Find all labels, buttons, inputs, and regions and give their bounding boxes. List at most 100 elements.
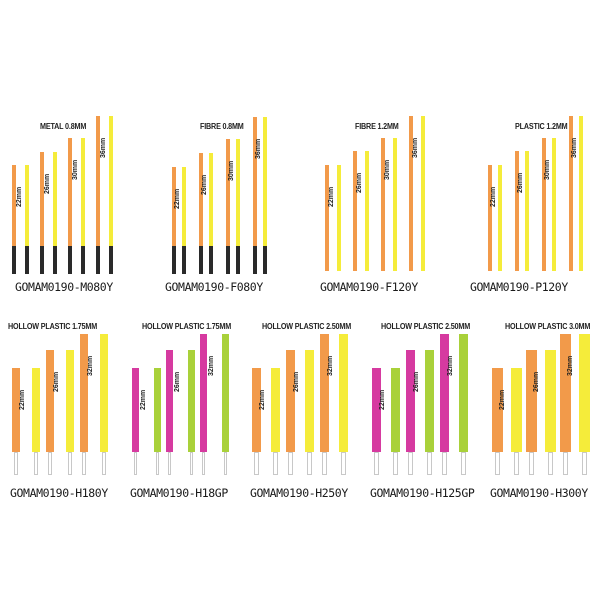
- float-antenna: [40, 152, 44, 274]
- panel-title: HOLLOW PLASTIC 2.50MM: [262, 322, 352, 331]
- size-label: 36mm: [100, 137, 107, 158]
- antenna-tip-orange: [488, 165, 492, 271]
- antenna-tip-orange: [560, 334, 571, 452]
- antenna-tip-yellow: [393, 138, 397, 271]
- float-antenna: [511, 368, 522, 475]
- antenna-stem-black: [109, 246, 113, 274]
- float-antenna: [440, 334, 449, 475]
- antenna-stem-clear: [82, 452, 86, 475]
- float-antenna: [81, 138, 85, 274]
- product-code: GOMAM0190-H250Y: [250, 486, 348, 500]
- antenna-stem-clear: [201, 452, 206, 475]
- float-antenna: [32, 368, 40, 475]
- float-antenna: [154, 368, 161, 475]
- antenna-stem-black: [53, 246, 57, 274]
- size-label: 36mm: [255, 138, 262, 159]
- product-code: GOMAM0190-F080Y: [165, 280, 263, 294]
- antenna-tip-yellow: [339, 334, 348, 452]
- float-antenna: [271, 368, 280, 475]
- antenna-tip-yellow: [81, 138, 85, 246]
- float-antenna: [459, 334, 468, 475]
- float-antenna: [172, 167, 176, 274]
- float-antenna: [492, 368, 503, 475]
- float-antenna: [339, 334, 348, 475]
- antenna-tip-green: [459, 334, 468, 452]
- float-antenna: [425, 350, 434, 475]
- antenna-tip-orange: [353, 151, 357, 271]
- size-label: 22mm: [19, 389, 26, 410]
- antenna-tip-magenta: [200, 334, 207, 452]
- size-label: 26mm: [533, 371, 540, 392]
- size-label: 36mm: [571, 137, 578, 158]
- float-antenna: [199, 153, 203, 274]
- antenna-stem-clear: [167, 452, 172, 475]
- float-antenna: [253, 117, 257, 274]
- float-antenna: [381, 138, 385, 271]
- antenna-stem-clear: [393, 452, 398, 475]
- antenna-tip-orange: [226, 139, 230, 246]
- float-antenna: [545, 350, 556, 475]
- antenna-stem-black: [253, 246, 257, 274]
- float-antenna: [188, 350, 195, 475]
- float-antenna: [515, 151, 519, 271]
- antenna-tip-yellow: [182, 167, 186, 246]
- float-antenna: [579, 334, 590, 475]
- antenna-tip-yellow: [498, 165, 502, 271]
- size-label: 32mm: [87, 355, 94, 376]
- antenna-stem-clear: [14, 452, 18, 475]
- antenna-tip-orange: [40, 152, 44, 246]
- float-antenna: [579, 116, 583, 271]
- float-antenna: [53, 152, 57, 274]
- antenna-tip-yellow: [263, 117, 267, 246]
- size-label: 26mm: [356, 172, 363, 193]
- float-antenna: [372, 368, 381, 475]
- float-antenna: [406, 350, 415, 475]
- antenna-tip-orange: [542, 138, 546, 271]
- antenna-stem-clear: [341, 452, 346, 475]
- float-antenna: [409, 116, 413, 271]
- float-antenna: [525, 151, 529, 271]
- antenna-tip-yellow: [337, 165, 341, 271]
- antenna-stem-black: [199, 246, 203, 274]
- size-label: 32mm: [447, 355, 454, 376]
- antenna-tip-yellow: [579, 334, 590, 452]
- antenna-tip-yellow: [552, 138, 556, 271]
- antenna-stem-clear: [307, 452, 312, 475]
- antenna-tip-green: [391, 368, 400, 452]
- float-antenna: [132, 368, 139, 475]
- float-antenna: [526, 350, 537, 475]
- float-antenna: [542, 138, 546, 271]
- antenna-tip-orange: [12, 165, 16, 246]
- panel-title: FIBRE 0.8MM: [200, 122, 244, 131]
- antenna-tip-yellow: [66, 350, 74, 452]
- size-label: 22mm: [140, 389, 147, 410]
- float-antenna: [320, 334, 329, 475]
- size-label: 32mm: [567, 355, 574, 376]
- size-label: 32mm: [327, 355, 334, 376]
- antenna-tip-yellow: [236, 139, 240, 246]
- float-antenna: [337, 165, 341, 271]
- antenna-stem-black: [226, 246, 230, 274]
- antenna-stem-clear: [189, 452, 194, 475]
- antenna-stem-clear: [48, 452, 52, 475]
- antenna-tip-orange: [252, 368, 261, 452]
- antenna-tip-yellow: [305, 350, 314, 452]
- float-antenna: [66, 350, 74, 475]
- antenna-stem-clear: [254, 452, 259, 475]
- antenna-stem-clear: [374, 452, 379, 475]
- antenna-stem-clear: [273, 452, 278, 475]
- antenna-tip-yellow: [32, 368, 40, 452]
- antenna-stem-clear: [133, 452, 138, 475]
- panel-title: HOLLOW PLASTIC 1.75MM: [142, 322, 232, 331]
- antenna-tip-orange: [526, 350, 537, 452]
- size-label: 22mm: [259, 389, 266, 410]
- float-antenna: [263, 117, 267, 274]
- antenna-tip-orange: [569, 116, 573, 271]
- float-antenna: [488, 165, 492, 271]
- antenna-stem-clear: [581, 452, 588, 475]
- size-label: 22mm: [16, 186, 23, 207]
- antenna-stem-clear: [442, 452, 447, 475]
- antenna-tip-orange: [96, 116, 100, 246]
- size-label: 26mm: [53, 371, 60, 392]
- panel-title: HOLLOW PLASTIC 2.50MM: [381, 322, 471, 331]
